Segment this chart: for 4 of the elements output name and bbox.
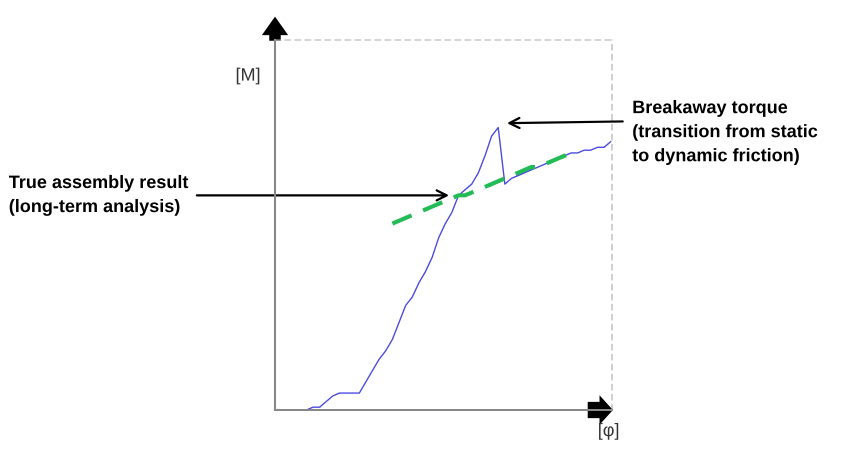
y-axis-title: [M] [236, 68, 260, 84]
x-axis-title: [φ] [599, 422, 618, 440]
text: Breakaway torque (transition from static to dynamic friction) [632, 100, 818, 165]
text: True assembly result (long-term analysis) [8, 174, 188, 216]
